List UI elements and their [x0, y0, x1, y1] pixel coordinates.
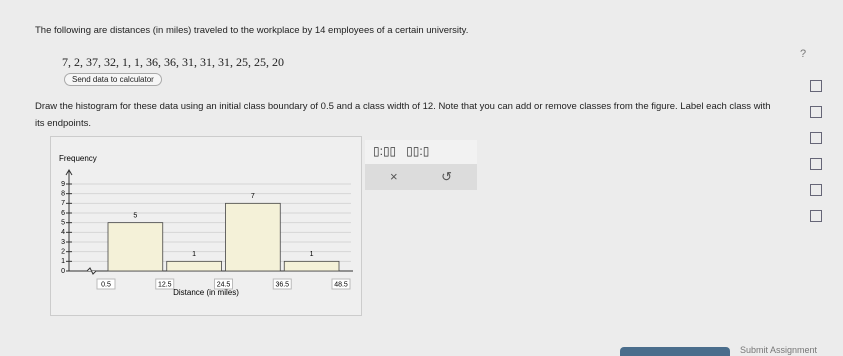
- y-tick-label: 6: [61, 210, 65, 217]
- instructions: Draw the histogram for these data using …: [35, 101, 771, 129]
- x-axis-label: Distance (in miles): [173, 288, 239, 297]
- bin-label-box: [155, 278, 175, 290]
- submit-button[interactable]: Submit Assignment: [740, 345, 818, 355]
- y-tick-label: 9: [61, 181, 65, 188]
- help-icon[interactable]: ?: [800, 48, 807, 60]
- graph-card: Frequency 0 1 2 3 4 5 6 7 8 9 5 1 7 1 0.5 12.5 24.5 36.5 48…: [50, 136, 362, 316]
- y-tick-label: 8: [61, 191, 65, 198]
- y-tick-label: 7: [61, 200, 65, 207]
- y-axis-label: Frequency: [59, 154, 97, 163]
- bar-value-label: 5: [133, 213, 137, 220]
- x-tick-label: 24.5: [217, 281, 231, 288]
- send-button[interactable]: Send data to calculator: [64, 73, 162, 86]
- y-tick-label: 4: [61, 229, 65, 236]
- bar: [166, 260, 222, 272]
- x-tick-label: 0.5: [101, 281, 111, 288]
- bin-label-box: [214, 278, 233, 290]
- submit-bar[interactable]: [620, 347, 730, 356]
- chart: Frequency 0 1 2 3 4 5 6 7 8 9 5 1 7 1 0.5 12.5 24.5 36.5 48…: [59, 154, 353, 297]
- bar: [225, 202, 281, 272]
- y-tick-label: 2: [61, 249, 65, 256]
- y-tick-label: 5: [61, 220, 65, 227]
- y-tick-label: 3: [61, 239, 65, 246]
- tool-buttons[interactable]: ▯:▯▯ ▯▯:▯: [365, 140, 477, 164]
- y-tick-label: 0: [61, 268, 65, 275]
- tool-actions[interactable]: × ↺: [365, 164, 477, 190]
- y-axis-arrow: [65, 169, 73, 176]
- data-list: 7, 2, 37, 32, 1, 1, 36, 36, 31, 31, 31, …: [62, 55, 284, 69]
- x-tick-label: 48.5: [334, 281, 348, 288]
- bin-label-box: [96, 278, 116, 290]
- bin-label-box: [331, 278, 351, 290]
- y-tick-label: 1: [61, 258, 65, 265]
- bar-value-label: 7: [251, 193, 255, 200]
- tool-palette: ▯:▯▯ ▯▯:▯ × ↺: [365, 140, 477, 196]
- question-intro: The following are distances (in miles) t…: [35, 25, 469, 36]
- bar: [107, 222, 164, 272]
- x-tick-label: 12.5: [158, 281, 172, 288]
- bar-value-label: 1: [310, 251, 314, 258]
- side-icons[interactable]: [810, 80, 824, 236]
- bar-value-label: 1: [192, 251, 196, 258]
- axis-break: [86, 267, 97, 275]
- bar: [283, 260, 340, 272]
- bin-label-box: [272, 278, 292, 290]
- x-tick-label: 36.5: [275, 281, 289, 288]
